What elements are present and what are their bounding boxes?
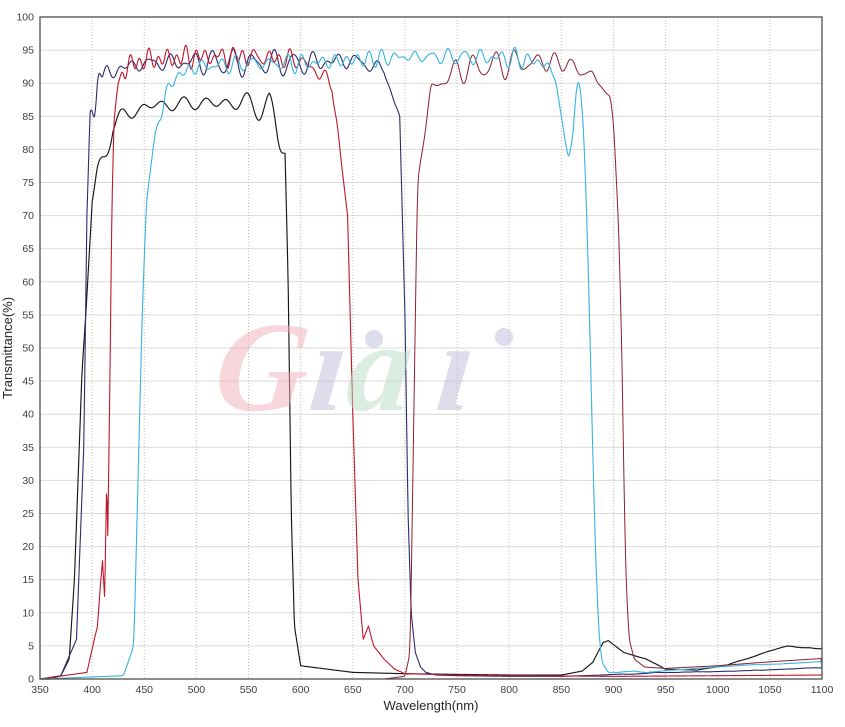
svg-text:80: 80 [22,144,34,156]
svg-text:40: 40 [22,409,34,421]
svg-text:90: 90 [22,78,34,90]
svg-text:Wavelength(nm): Wavelength(nm) [384,698,479,713]
svg-text:900: 900 [605,684,623,696]
svg-text:60: 60 [22,276,34,288]
svg-text:1050: 1050 [758,684,782,696]
svg-text:65: 65 [22,243,34,255]
svg-text:600: 600 [292,684,310,696]
svg-text:100: 100 [16,12,34,24]
svg-text:700: 700 [396,684,414,696]
svg-text:1100: 1100 [811,684,834,696]
svg-text:Transmittance(%): Transmittance(%) [0,297,15,399]
svg-text:95: 95 [22,45,34,57]
svg-text:500: 500 [188,684,206,696]
svg-text:850: 850 [553,684,571,696]
svg-text:10: 10 [22,607,34,619]
svg-text:G: G [209,296,316,438]
svg-text:45: 45 [22,376,34,388]
svg-text:30: 30 [22,475,34,487]
svg-text:400: 400 [83,684,101,696]
svg-text:85: 85 [22,111,34,123]
svg-text:550: 550 [240,684,258,696]
svg-text:55: 55 [22,309,34,321]
svg-text:750: 750 [448,684,466,696]
svg-text:70: 70 [22,210,34,222]
svg-text:50: 50 [22,343,34,355]
svg-text:1000: 1000 [706,684,730,696]
svg-text:20: 20 [22,541,34,553]
svg-text:15: 15 [22,574,34,586]
svg-text:650: 650 [344,684,362,696]
svg-text:75: 75 [22,177,34,189]
svg-text:350: 350 [31,684,49,696]
svg-text:5: 5 [28,640,34,652]
svg-text:950: 950 [657,684,675,696]
svg-text:800: 800 [500,684,518,696]
svg-text:25: 25 [22,508,34,520]
svg-text:35: 35 [22,442,34,454]
svg-text:450: 450 [136,684,154,696]
